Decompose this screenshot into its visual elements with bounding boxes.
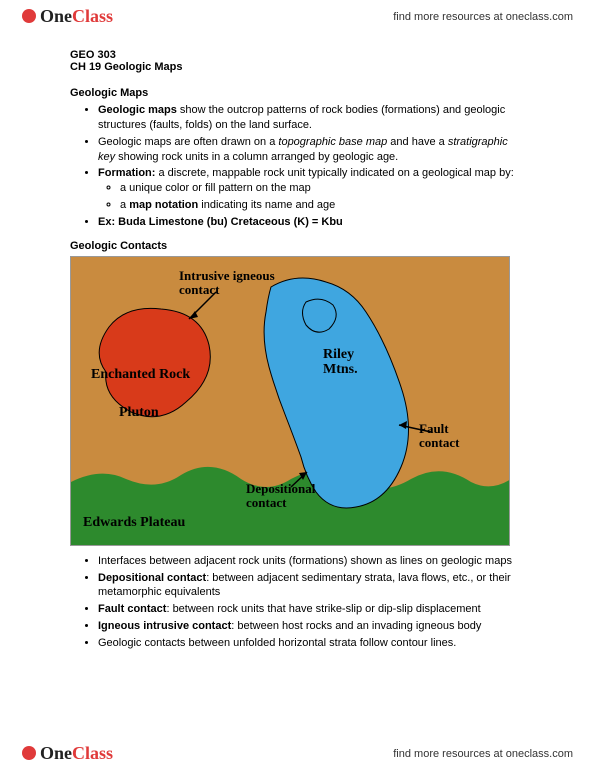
list-item: Igneous intrusive contact: between host …	[98, 619, 525, 634]
logo: One Class	[22, 743, 113, 764]
list-item: a unique color or fill pattern on the ma…	[120, 181, 525, 196]
logo-text-class: Class	[72, 6, 113, 27]
logo-text-one: One	[40, 6, 72, 27]
text-bold: Formation:	[98, 167, 155, 179]
page-header: One Class find more resources at oneclas…	[0, 0, 595, 33]
find-resources-link[interactable]: find more resources at oneclass.com	[393, 748, 573, 760]
text: showing rock units in a column arranged …	[115, 151, 398, 163]
logo: One Class	[22, 6, 113, 27]
list-item: Interfaces between adjacent rock units (…	[98, 554, 525, 569]
text-bold: Fault contact	[98, 603, 166, 615]
text-bold: Ex: Buda Limestone (bu) Cretaceous (K) =…	[98, 216, 343, 228]
document-body: GEO 303 CH 19 Geologic Maps Geologic Map…	[0, 33, 595, 651]
text-italic: topographic base map	[278, 136, 387, 148]
chapter-title: CH 19 Geologic Maps	[70, 61, 525, 73]
logo-text-one: One	[40, 743, 72, 764]
geologic-map-figure: Intrusive igneous contact Enchanted Rock…	[70, 256, 510, 546]
section-title-maps: Geologic Maps	[70, 87, 525, 99]
text-bold: map notation	[129, 199, 198, 211]
logo-icon	[22, 9, 36, 23]
contacts-bullet-list: Interfaces between adjacent rock units (…	[70, 554, 525, 651]
map-label-edwards: Edwards Plateau	[83, 515, 185, 530]
text: indicating its name and age	[198, 199, 335, 211]
map-label-depositional: Depositional contact	[246, 482, 336, 511]
list-item: Geologic contacts between unfolded horiz…	[98, 636, 525, 651]
map-label-pluton: Pluton	[119, 405, 159, 420]
list-item: Depositional contact: between adjacent s…	[98, 571, 525, 601]
list-item: Fault contact: between rock units that h…	[98, 602, 525, 617]
sub-list: a unique color or fill pattern on the ma…	[98, 181, 525, 213]
text-bold: Igneous intrusive contact	[98, 620, 231, 632]
map-label-enchanted: Enchanted Rock	[91, 367, 201, 382]
text: : between rock units that have strike-sl…	[166, 603, 480, 615]
course-code: GEO 303	[70, 49, 525, 61]
text: a	[120, 199, 129, 211]
text-bold: Depositional contact	[98, 572, 206, 584]
find-resources-link[interactable]: find more resources at oneclass.com	[393, 11, 573, 23]
list-item: Geologic maps show the outcrop patterns …	[98, 103, 525, 133]
text: and have a	[387, 136, 448, 148]
list-item: a map notation indicating its name and a…	[120, 198, 525, 213]
map-label-fault: Fault contact	[419, 422, 489, 451]
logo-icon	[22, 746, 36, 760]
maps-bullet-list: Geologic maps show the outcrop patterns …	[70, 103, 525, 230]
list-item: Ex: Buda Limestone (bu) Cretaceous (K) =…	[98, 215, 525, 230]
enchanted-rock-pluton-shape	[99, 308, 210, 416]
list-item: Formation: a discrete, mappable rock uni…	[98, 166, 525, 213]
section-title-contacts: Geologic Contacts	[70, 240, 525, 252]
text: Geologic maps are often drawn on a	[98, 136, 278, 148]
logo-text-class: Class	[72, 743, 113, 764]
map-label-riley: Riley Mtns.	[323, 347, 383, 378]
map-label-intrusive: Intrusive igneous contact	[179, 269, 299, 298]
list-item: Geologic maps are often drawn on a topog…	[98, 135, 525, 165]
page-footer: One Class find more resources at oneclas…	[0, 737, 595, 770]
text-bold: Geologic maps	[98, 104, 177, 116]
text: : between host rocks and an invading ign…	[231, 620, 481, 632]
text: a discrete, mappable rock unit typically…	[155, 167, 513, 179]
